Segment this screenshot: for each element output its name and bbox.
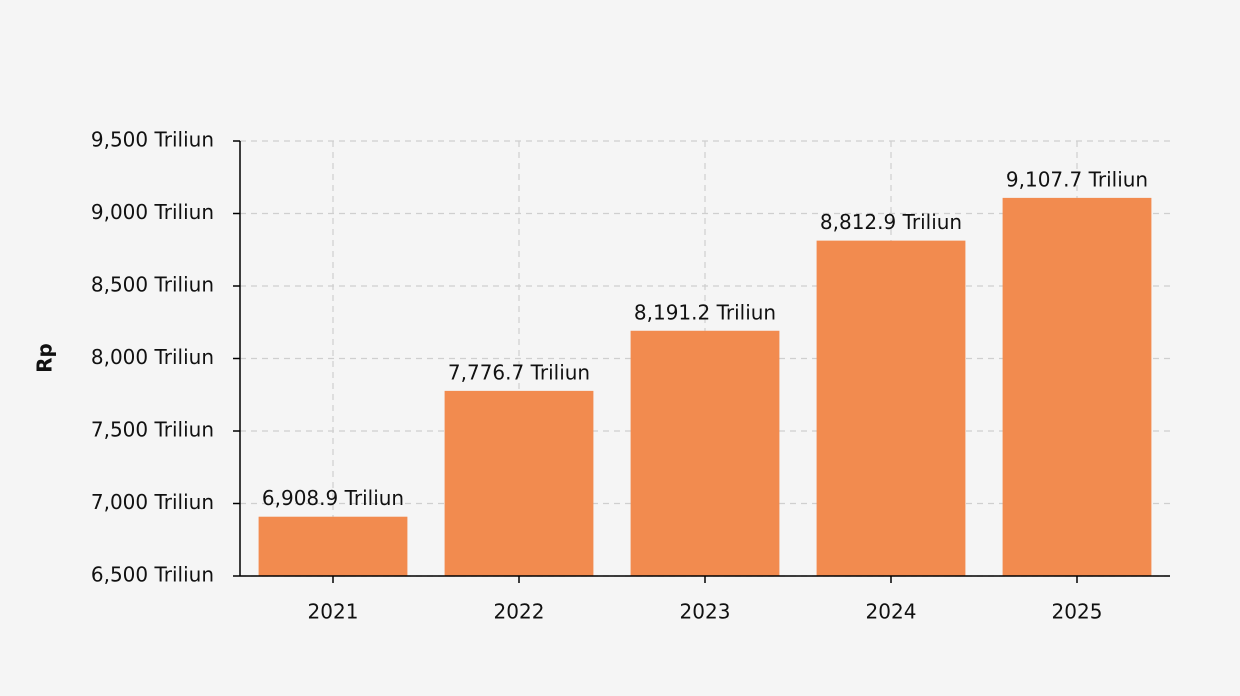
value-label: 8,191.2 Triliun xyxy=(634,300,776,324)
y-tick-label: 7,000 Triliun xyxy=(91,490,214,514)
y-tick-label: 8,500 Triliun xyxy=(91,273,214,297)
x-tick-label: 2024 xyxy=(866,600,917,624)
y-tick-label: 6,500 Triliun xyxy=(91,563,214,587)
x-tick-label: 2025 xyxy=(1052,600,1103,624)
x-tick-label: 2023 xyxy=(680,600,731,624)
y-tick-label: 9,500 Triliun xyxy=(91,128,214,152)
bar xyxy=(444,390,594,576)
y-axis-label: Rp xyxy=(33,343,57,373)
bar xyxy=(630,330,780,576)
bar xyxy=(1002,197,1152,577)
y-tick-label: 8,000 Triliun xyxy=(91,345,214,369)
x-tick-label: 2022 xyxy=(494,600,545,624)
value-label: 7,776.7 Triliun xyxy=(448,360,590,384)
x-tick-label: 2021 xyxy=(308,600,359,624)
y-tick-label: 9,000 Triliun xyxy=(91,200,214,224)
value-label: 8,812.9 Triliun xyxy=(820,210,962,234)
bar xyxy=(816,240,966,576)
y-tick-label: 7,500 Triliun xyxy=(91,418,214,442)
bar xyxy=(258,516,408,576)
value-label: 6,908.9 Triliun xyxy=(262,486,404,510)
value-label: 9,107.7 Triliun xyxy=(1006,167,1148,191)
